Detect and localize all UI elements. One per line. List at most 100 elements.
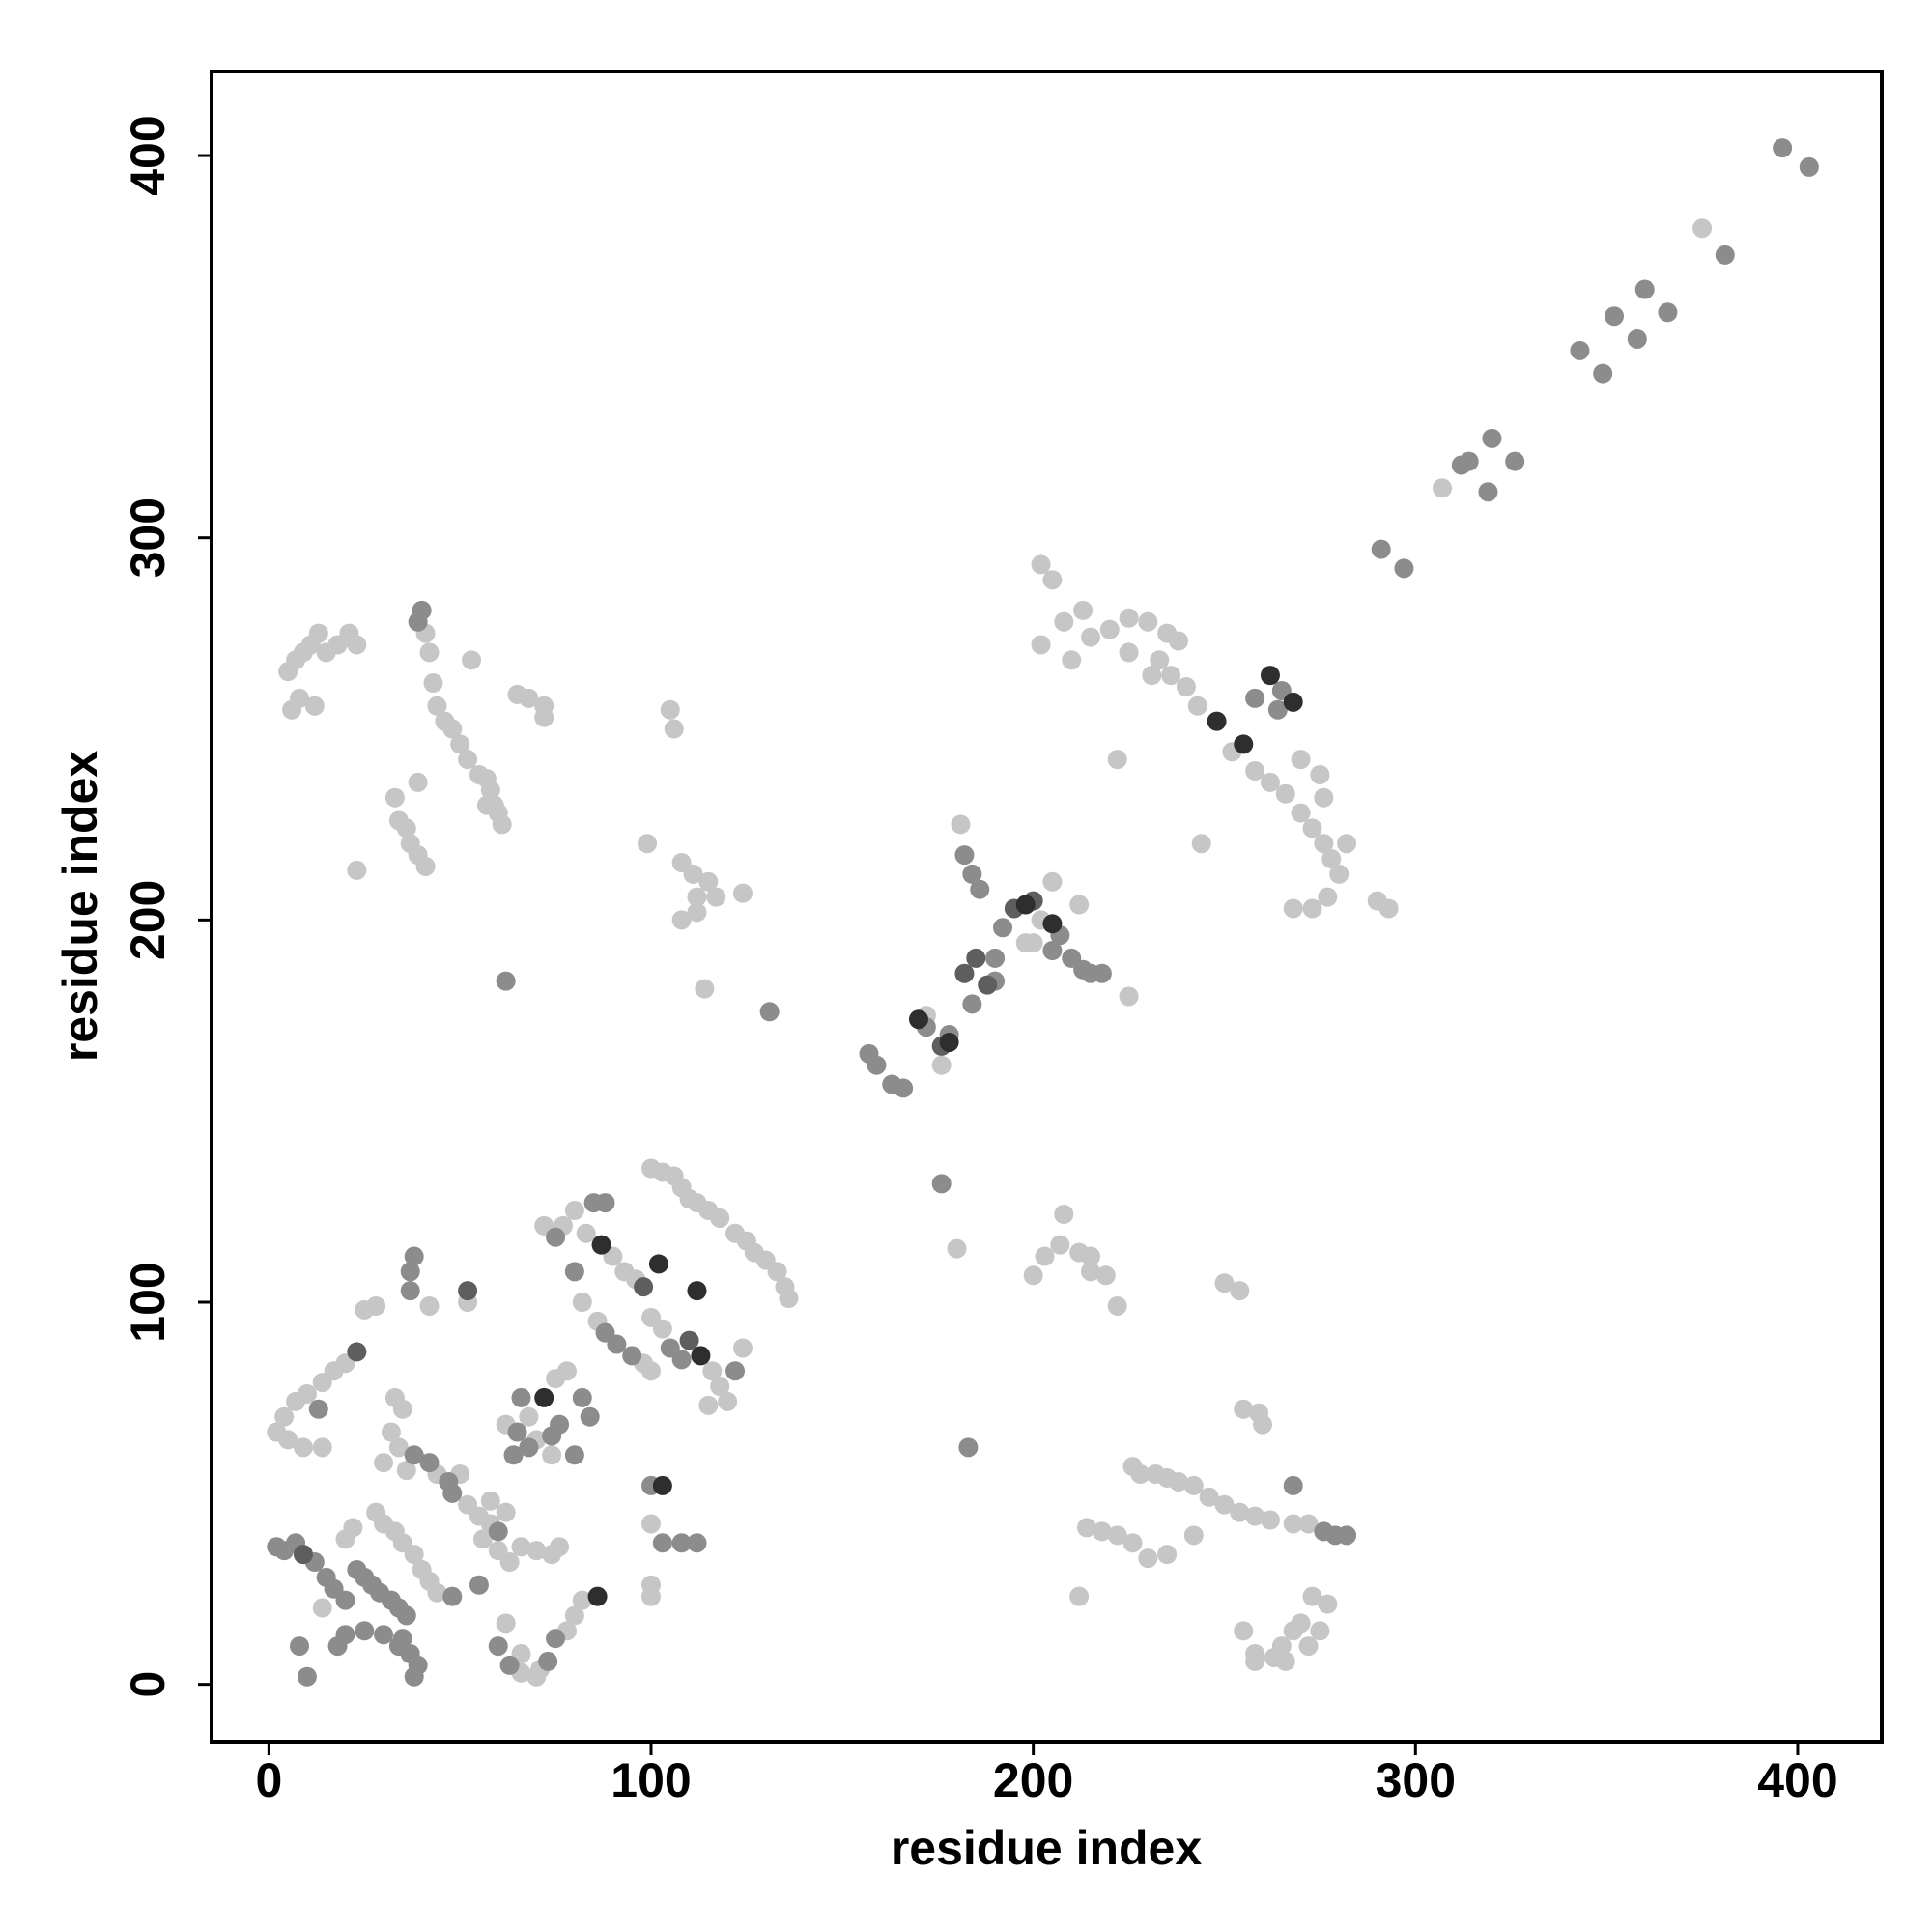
point	[779, 1289, 799, 1309]
point	[1234, 734, 1254, 754]
point	[519, 1406, 539, 1427]
point	[496, 1502, 516, 1522]
y-tick-label: 300	[121, 497, 175, 578]
point	[388, 1437, 409, 1458]
point	[1191, 834, 1211, 854]
point	[1207, 711, 1227, 731]
point	[1230, 1281, 1250, 1301]
point	[1042, 871, 1063, 892]
point	[966, 948, 986, 968]
point	[1298, 1514, 1319, 1534]
point	[1234, 1621, 1254, 1641]
x-tick-label: 400	[1757, 1753, 1837, 1807]
point	[710, 1377, 730, 1397]
point	[1314, 834, 1334, 854]
point	[1183, 1525, 1204, 1546]
point	[388, 1636, 409, 1657]
point	[538, 1651, 558, 1671]
point	[1371, 539, 1391, 559]
point	[1142, 666, 1162, 686]
point	[384, 787, 405, 808]
point	[1122, 1533, 1143, 1553]
point	[1138, 1548, 1158, 1569]
point	[1570, 340, 1590, 360]
point	[1337, 1525, 1357, 1546]
point	[962, 864, 982, 884]
point	[419, 1453, 440, 1473]
point	[687, 902, 707, 923]
point	[534, 707, 554, 727]
point	[732, 883, 753, 903]
point	[419, 1295, 440, 1316]
point	[1042, 941, 1063, 960]
point	[634, 1277, 654, 1297]
point	[355, 1299, 375, 1320]
point	[442, 1483, 463, 1503]
point	[1715, 244, 1735, 265]
point	[392, 1399, 412, 1419]
point	[759, 1002, 780, 1022]
point	[951, 814, 971, 835]
y-tick-label: 400	[121, 115, 175, 195]
point	[312, 1598, 332, 1618]
point	[1169, 1471, 1188, 1492]
point	[274, 1406, 295, 1427]
point	[1092, 1521, 1112, 1542]
point	[442, 1586, 463, 1606]
point	[564, 1201, 584, 1221]
point	[1302, 818, 1322, 838]
point	[1605, 306, 1625, 327]
point	[1119, 608, 1139, 628]
point	[1107, 750, 1127, 770]
point	[564, 1605, 584, 1626]
point	[1337, 834, 1357, 854]
point	[725, 1361, 746, 1381]
point	[576, 1223, 596, 1243]
point	[396, 1461, 416, 1481]
point	[458, 750, 478, 770]
point	[312, 1437, 332, 1458]
point	[381, 1422, 401, 1442]
point	[1042, 914, 1063, 934]
point	[355, 1621, 375, 1641]
point	[1054, 611, 1074, 632]
point	[671, 1350, 692, 1370]
point	[1283, 692, 1303, 712]
point	[293, 1437, 313, 1458]
point	[1073, 600, 1094, 620]
point	[1260, 772, 1280, 792]
point	[683, 864, 703, 884]
point	[1081, 627, 1100, 647]
point	[419, 642, 440, 663]
point	[931, 1174, 952, 1194]
point	[1069, 1586, 1090, 1606]
point	[480, 780, 500, 800]
point	[1478, 482, 1498, 502]
point	[1283, 1475, 1303, 1495]
point	[550, 1414, 570, 1435]
y-axis-title: residue index	[53, 751, 107, 1063]
point	[1169, 631, 1188, 651]
point	[1310, 1621, 1330, 1641]
point	[718, 1391, 738, 1411]
point	[1054, 1205, 1074, 1224]
point	[312, 1373, 332, 1393]
point	[304, 696, 325, 716]
point	[970, 879, 990, 899]
point	[335, 1529, 355, 1549]
point	[652, 1319, 672, 1339]
point	[572, 1590, 592, 1610]
point	[308, 1399, 328, 1419]
point	[1275, 783, 1295, 804]
point	[1245, 1651, 1265, 1671]
point	[698, 1395, 719, 1415]
point	[278, 1430, 298, 1450]
point	[507, 1422, 527, 1442]
x-axis-title: residue index	[891, 1821, 1203, 1875]
point	[978, 975, 998, 995]
point	[1302, 1586, 1322, 1606]
point	[1199, 1487, 1219, 1507]
point	[691, 1346, 711, 1366]
point	[404, 1445, 424, 1465]
